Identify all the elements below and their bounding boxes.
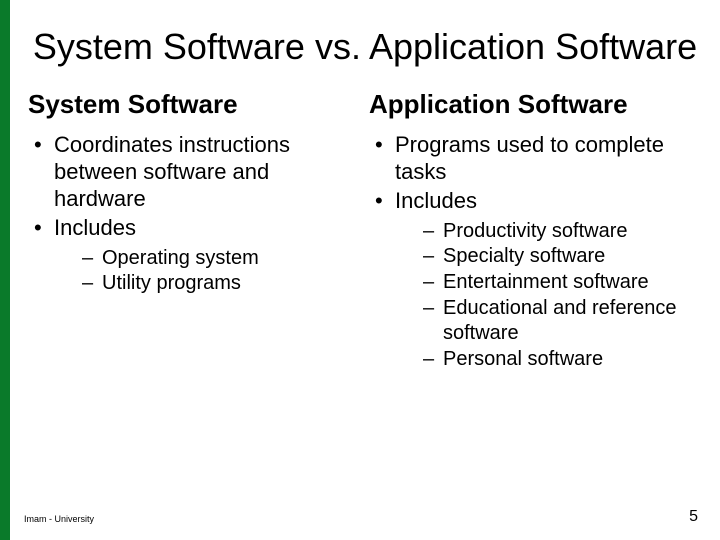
list-item: Utility programs: [54, 271, 361, 297]
left-sub-list: Operating system Utility programs: [54, 246, 361, 297]
left-heading: System Software: [28, 89, 361, 120]
list-item: Includes Productivity software Specialty…: [369, 188, 702, 372]
list-item: Educational and reference software: [395, 296, 702, 347]
column-left: System Software Coordinates instructions…: [28, 89, 361, 374]
list-item: Specialty software: [395, 244, 702, 270]
list-item: Includes Operating system Utility progra…: [28, 215, 361, 297]
list-item: Entertainment software: [395, 270, 702, 296]
sub-bullet-text: Productivity software: [443, 220, 628, 242]
slide-title: System Software vs. Application Software: [28, 26, 702, 67]
page-number: 5: [689, 508, 698, 526]
bullet-text: Includes: [54, 215, 136, 240]
list-item: Coordinates instructions between softwar…: [28, 132, 361, 212]
sub-bullet-text: Educational and reference software: [443, 297, 677, 345]
list-item: Operating system: [54, 246, 361, 272]
sub-bullet-text: Entertainment software: [443, 271, 649, 293]
column-right: Application Software Programs used to co…: [369, 89, 702, 374]
right-bullet-list: Programs used to complete tasks Includes…: [369, 132, 702, 372]
content-columns: System Software Coordinates instructions…: [28, 89, 702, 374]
bullet-text: Coordinates instructions between softwar…: [54, 132, 290, 211]
sub-bullet-text: Specialty software: [443, 245, 605, 267]
list-item: Personal software: [395, 347, 702, 373]
sub-bullet-text: Personal software: [443, 348, 603, 370]
footer-left-text: Imam - University: [24, 514, 94, 524]
list-item: Productivity software: [395, 219, 702, 245]
sub-bullet-text: Utility programs: [102, 272, 241, 294]
bullet-text: Programs used to complete tasks: [395, 132, 664, 184]
accent-left-bar: [0, 0, 10, 540]
list-item: Programs used to complete tasks: [369, 132, 702, 186]
right-sub-list: Productivity software Specialty software…: [395, 219, 702, 373]
sub-bullet-text: Operating system: [102, 247, 259, 269]
slide-body: System Software vs. Application Software…: [10, 0, 720, 540]
right-heading: Application Software: [369, 89, 702, 120]
left-bullet-list: Coordinates instructions between softwar…: [28, 132, 361, 297]
bullet-text: Includes: [395, 188, 477, 213]
